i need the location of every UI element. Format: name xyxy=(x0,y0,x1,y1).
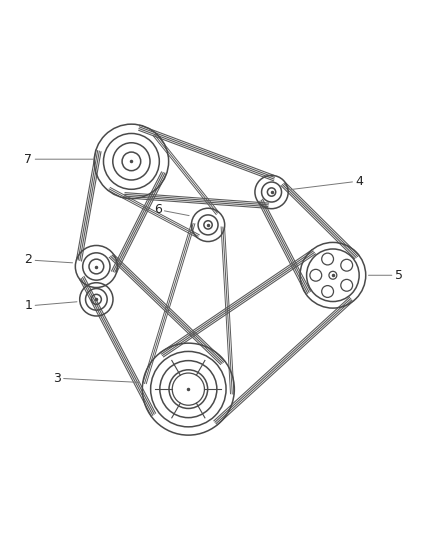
Text: 1: 1 xyxy=(25,300,77,312)
Text: 2: 2 xyxy=(25,253,73,266)
Text: 6: 6 xyxy=(154,203,189,216)
Text: 4: 4 xyxy=(291,175,363,190)
Text: 3: 3 xyxy=(53,372,140,385)
Text: 7: 7 xyxy=(25,152,94,166)
Text: 5: 5 xyxy=(368,269,403,282)
